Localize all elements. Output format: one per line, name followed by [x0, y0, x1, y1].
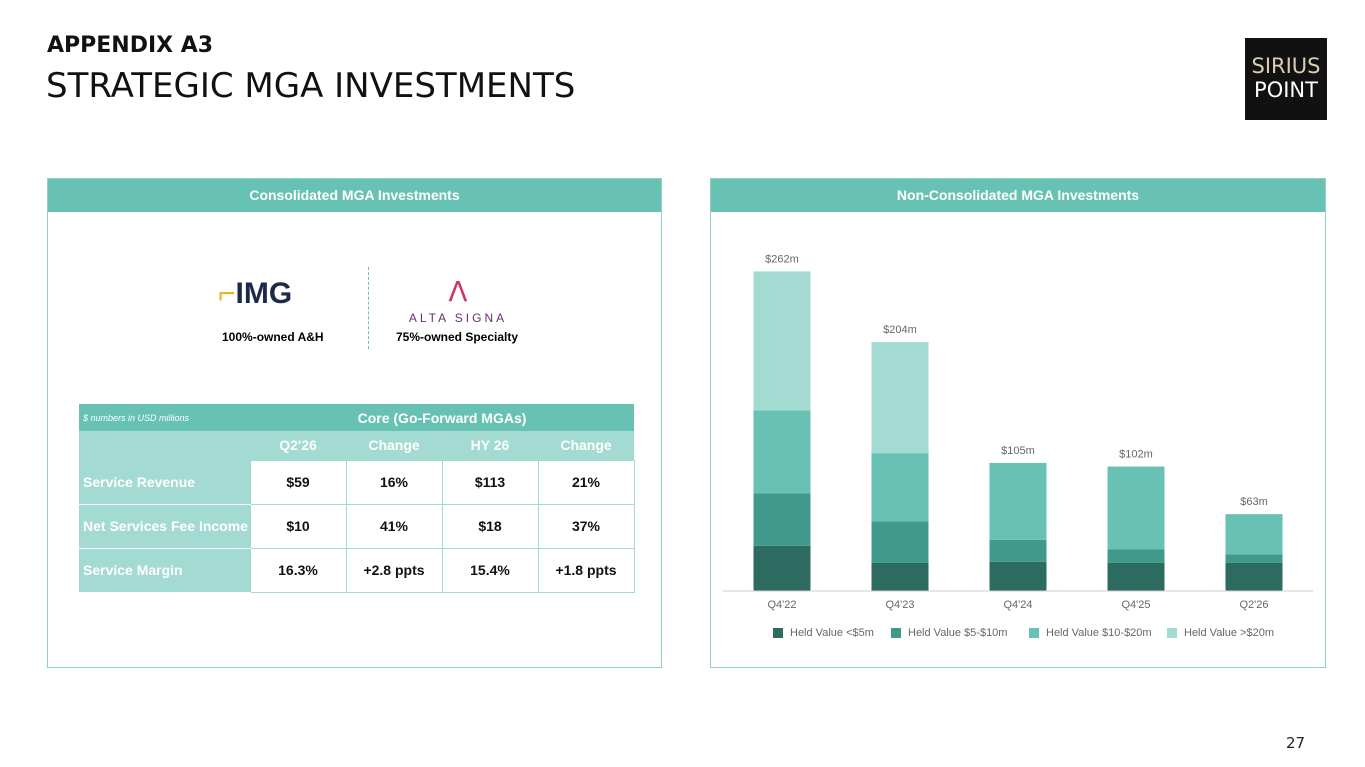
cell: 37% [537, 503, 635, 549]
left-panel: Consolidated MGA Investments ⌐IMG Λ ALTA… [47, 178, 662, 668]
legend-swatch [891, 628, 901, 638]
cell: +2.8 ppts [345, 547, 443, 593]
column-header: HY 26 [470, 437, 510, 454]
cell: 15.4% [441, 547, 539, 593]
x-tick-label: Q4'23 [885, 599, 914, 611]
title: STRATEGIC MGA INVESTMENTS [46, 66, 576, 106]
legend-swatch [1167, 628, 1177, 638]
bar-segment [1225, 554, 1283, 563]
table-row: Service Revenue $59 16% $113 21% [79, 459, 635, 505]
cell: 21% [537, 459, 635, 505]
table: $ numbers in USD millions Core (Go-Forwa… [79, 404, 635, 593]
brand-icon: Λ [448, 275, 468, 308]
total-label: $102m [1119, 448, 1153, 460]
x-tick-label: Q4'22 [767, 599, 796, 611]
divider [368, 267, 370, 349]
bar-segment [871, 521, 929, 563]
row-label: Service Margin [79, 548, 250, 593]
chart: $262m Q4'22 $204m Q4'23 $105m Q4'24 $102m Q4'25… [723, 253, 1313, 639]
bar-segment [871, 562, 929, 591]
page-number: 27 [1286, 734, 1306, 752]
total-label: $105m [1001, 445, 1035, 457]
column-header: Change [560, 437, 612, 454]
column-header: Q2'26 [279, 437, 317, 454]
group-header: Core (Go-Forward MGAs) [357, 409, 527, 426]
brand-caption: 100%-owned A&H [222, 330, 324, 344]
kicker: APPENDIX A3 [47, 33, 214, 58]
bar-segment [1225, 514, 1283, 555]
bar-segment [989, 462, 1047, 540]
total-label: $204m [883, 324, 917, 336]
bar-segment [989, 561, 1047, 591]
bar-segment [1107, 466, 1165, 550]
cell: +1.8 ppts [537, 547, 635, 593]
cell: $18 [441, 503, 539, 549]
bar-segment [871, 342, 929, 454]
total-label: $63m [1240, 496, 1268, 508]
cell: 41% [345, 503, 443, 549]
legend-label: Held Value >$20m [1184, 627, 1274, 639]
x-tick-label: Q4'25 [1121, 599, 1150, 611]
legend-swatch [1029, 628, 1039, 638]
column-header: Change [368, 437, 420, 454]
brand-caption: 75%-owned Specialty [396, 330, 519, 344]
brand-name: ALTA SIGNA [408, 311, 508, 325]
total-label: $262m [765, 253, 799, 265]
bar-segment [1225, 562, 1283, 591]
bar-segment [989, 539, 1047, 562]
legend-label: Held Value $5-$10m [908, 627, 1007, 639]
cell: $59 [249, 459, 347, 505]
x-tick-label: Q2'26 [1239, 599, 1268, 611]
legend-label: Held Value <$5m [790, 627, 874, 639]
column-row: Q2'26 Change HY 26 Change [79, 431, 634, 460]
bar-segment [753, 493, 811, 546]
table-note: $ numbers in USD millions [83, 412, 190, 423]
x-tick-label: Q4'24 [1003, 599, 1032, 611]
cell: $10 [249, 503, 347, 549]
cell: 16% [345, 459, 443, 505]
logo-text: POINT [1254, 78, 1318, 102]
bar-segment [1107, 562, 1165, 591]
bar-segment [871, 453, 929, 522]
table-row: Service Margin 16.3% +2.8 ppts 15.4% +1.8 pp… [79, 547, 635, 593]
panel-title: Consolidated MGA Investments [48, 179, 661, 212]
bar-segment [753, 545, 811, 591]
table-row: Net Services Fee Income $10 41% $18 37% [79, 503, 635, 549]
bar-segment [753, 410, 811, 494]
legend-label: Held Value $10-$20m [1046, 627, 1152, 639]
row-label: Net Services Fee Income [79, 504, 250, 549]
panel-title: Non-Consolidated MGA Investments [711, 179, 1325, 212]
logo-text: SIRIUS [1251, 54, 1321, 78]
right-panel: Non-Consolidated MGA Investments $262m Q4… [710, 178, 1326, 668]
cell: 16.3% [249, 547, 347, 593]
brand-logo: ⌐IMG [218, 277, 293, 310]
brand-name: IMG [235, 277, 293, 310]
legend-swatch [773, 628, 783, 638]
cell: $113 [441, 459, 539, 505]
row-label: Service Revenue [79, 460, 250, 505]
bar-segment [753, 271, 811, 411]
bar-segment [1107, 549, 1165, 563]
logo: SIRIUS POINT [1245, 38, 1327, 120]
